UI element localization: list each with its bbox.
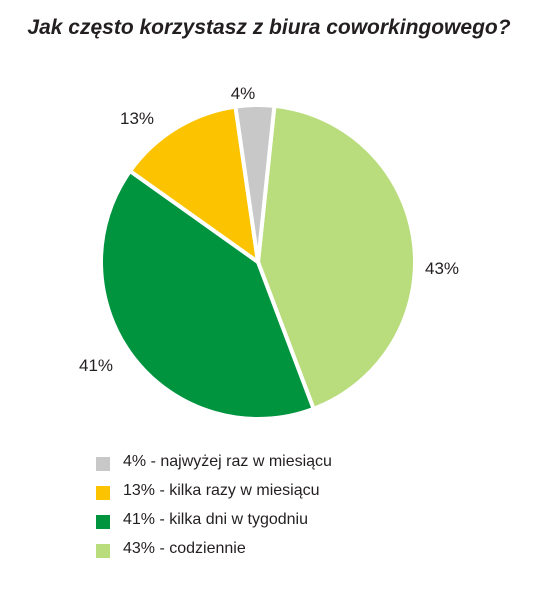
slice-data-label: 4% (231, 84, 256, 103)
legend-swatch (96, 544, 110, 558)
legend-swatch (96, 515, 110, 529)
slice-data-label: 41% (79, 356, 113, 375)
chart-title: Jak często korzystasz z biura coworkingo… (27, 16, 511, 39)
legend-label: 41% - kilka dni w tygodniu (123, 511, 308, 528)
slice-data-label: 43% (425, 259, 459, 278)
pie-chart: 43% 41% 13% 4% (79, 84, 459, 421)
pie-slice (256, 103, 417, 411)
pie-slice (99, 169, 316, 421)
legend-label: 13% - kilka razy w miesiącu (123, 482, 320, 499)
legend-label: 4% - najwyżej raz w miesiącu (123, 453, 332, 470)
pie-slice (233, 103, 277, 264)
pie-slice (128, 104, 260, 264)
legend-swatch (96, 457, 110, 471)
legend-label: 43% - codziennie (123, 540, 246, 557)
slice-data-label: 13% (120, 109, 154, 128)
legend-swatch (96, 486, 110, 500)
